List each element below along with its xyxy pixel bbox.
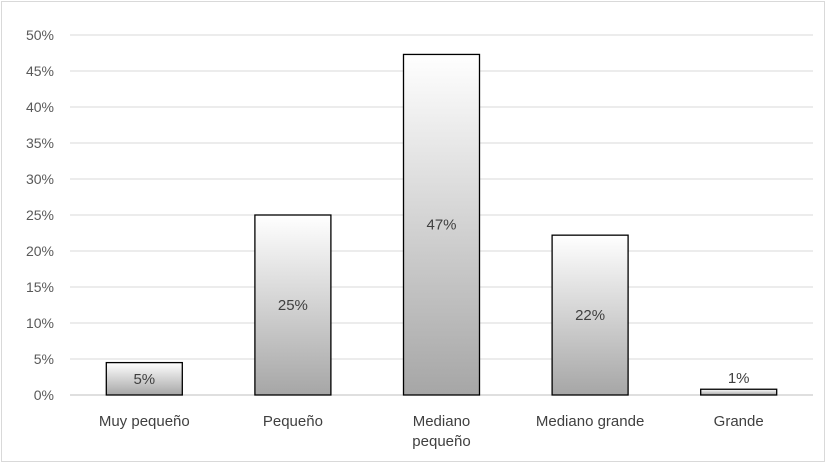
x-category-label: pequeño [412, 433, 470, 450]
y-tick-label: 10% [26, 315, 54, 331]
y-tick-label: 45% [26, 63, 54, 79]
data-label: 1% [728, 370, 750, 387]
data-labels: 5% 25% 47% 22% 1% [133, 217, 749, 388]
y-tick-label: 50% [26, 27, 54, 43]
bar [254, 214, 332, 396]
y-tick-label: 15% [26, 279, 54, 295]
y-tick-label: 20% [26, 243, 54, 259]
data-label: 22% [575, 307, 605, 324]
bars [105, 53, 778, 396]
x-category-label: Mediano [413, 413, 471, 430]
x-category-label: Mediano grande [536, 413, 644, 430]
y-tick-label: 40% [26, 99, 54, 115]
data-label: 47% [426, 217, 456, 234]
data-label: 5% [133, 371, 155, 388]
bar [402, 53, 481, 396]
y-tick-label: 25% [26, 207, 54, 223]
y-axis-ticks: 0% 5% 10% 15% 20% 25% 30% 35% 40% 45% 50% [26, 27, 54, 403]
bar [700, 388, 778, 396]
y-tick-label: 30% [26, 171, 54, 187]
x-category-label: Pequeño [263, 413, 323, 430]
y-tick-label: 35% [26, 135, 54, 151]
bar [551, 234, 629, 396]
y-tick-label: 0% [34, 387, 54, 403]
x-axis-categories: Muy pequeño Pequeño Mediano pequeño Mediano … [99, 413, 764, 450]
data-label: 25% [278, 297, 308, 314]
bar [105, 361, 183, 396]
x-category-label: Muy pequeño [99, 413, 190, 430]
y-tick-label: 5% [34, 351, 54, 367]
x-category-label: Grande [714, 413, 764, 430]
